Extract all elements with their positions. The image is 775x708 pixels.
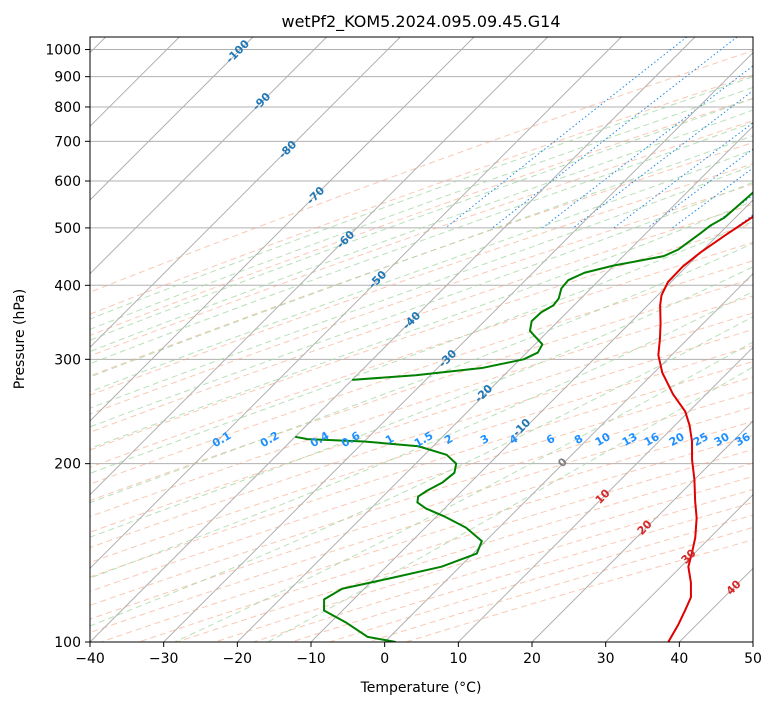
x-tick-label: −40 — [75, 651, 105, 667]
mixing-ratio-line — [492, 37, 738, 229]
isotherm-line — [752, 641, 753, 642]
moist-adiabat — [267, 366, 753, 642]
dry-adiabat — [90, 97, 753, 336]
dry-adiabat — [90, 278, 753, 502]
moist-adiabat — [90, 266, 753, 538]
plot-area: -100-90-80-70-60-50-40-30-20-100.1 0.2 0.4… — [90, 37, 753, 642]
mixing-ratio-label: 0.1 — [210, 429, 233, 450]
dry-adiabat — [90, 420, 753, 634]
moist-adiabat-label: 0 — [555, 455, 570, 470]
x-tick-label: 40 — [670, 651, 688, 667]
moist-adiabat — [90, 290, 753, 579]
mixing-ratio-line — [672, 167, 753, 229]
mixing-ratio-line — [542, 65, 753, 229]
dry-adiabat — [329, 514, 753, 642]
isotherm-line — [90, 37, 622, 570]
moist-adiabat-label: 20 — [635, 517, 655, 537]
mixing-ratio-label: 10 — [593, 430, 613, 449]
dry-adiabat — [90, 260, 753, 485]
isotherm-line — [90, 37, 401, 349]
moist-adiabat — [90, 242, 753, 504]
isotherm-line — [90, 37, 475, 422]
plot-frame — [89, 36, 754, 643]
y-tick-label: 800 — [54, 100, 81, 116]
moist-adiabat-label: 30 — [679, 546, 699, 566]
x-tick-label: 10 — [449, 651, 467, 667]
moist-adiabat — [90, 164, 753, 409]
mixing-ratio-label: 36 — [733, 430, 753, 449]
mixing-ratio-label: 8 — [572, 432, 585, 447]
y-tick-label: 300 — [54, 352, 81, 368]
isotherm-line — [90, 37, 549, 496]
chart-title: wetPf2_KOM5.2024.095.09.45.G14 — [281, 12, 560, 32]
mixing-ratio-label: 0.2 — [258, 429, 281, 450]
moist-adiabat — [90, 76, 753, 320]
dry-adiabat — [90, 360, 753, 578]
y-tick-label: 100 — [54, 635, 81, 651]
isotherm-line — [531, 420, 753, 642]
x-tick-label: −20 — [223, 651, 253, 667]
x-tick-label: 20 — [523, 651, 541, 667]
isotherm-line — [90, 37, 696, 642]
isotherm-line — [605, 493, 753, 642]
y-tick-label: 900 — [54, 70, 81, 86]
dry-adiabat — [90, 391, 753, 606]
x-tick-label: 0 — [380, 651, 389, 667]
dry-adiabat — [90, 50, 753, 293]
mixing-ratio-line — [572, 90, 753, 229]
isotherm-line — [457, 346, 753, 642]
x-tick-label: 30 — [597, 651, 615, 667]
dewpoint-profile-line — [352, 191, 753, 381]
mixing-ratio-label: 6 — [544, 432, 557, 447]
isotherm-line — [236, 125, 753, 642]
dry-adiabat — [90, 142, 753, 377]
dry-adiabat — [90, 74, 753, 315]
plot-clip-group — [90, 37, 753, 642]
mixing-ratio-line — [445, 37, 688, 229]
y-axis-label: Pressure (hPa) — [12, 289, 28, 389]
mixing-ratio-line — [734, 214, 753, 229]
moist-adiabat — [90, 316, 753, 627]
isotherm-line — [90, 37, 328, 275]
temperature-profile-line — [657, 215, 753, 642]
x-tick-label: −30 — [149, 651, 179, 667]
dry-adiabat — [90, 328, 753, 549]
dry-adiabat — [90, 312, 753, 533]
mixing-ratio-line — [613, 122, 753, 229]
mixing-ratio-label: 0.4 — [308, 429, 332, 450]
dry-adiabat — [100, 434, 753, 642]
mixing-ratio-label: 25 — [691, 430, 711, 449]
x-axis-label: Temperature (°C) — [360, 680, 482, 696]
y-tick-label: 600 — [54, 174, 81, 190]
x-tick-label: −10 — [296, 651, 326, 667]
moist-adiabat — [90, 181, 753, 428]
y-tick-label: 400 — [54, 278, 81, 294]
isotherm-label: -50 — [366, 268, 389, 291]
x-tick-label: 50 — [744, 651, 762, 667]
mixing-ratio-label: 20 — [667, 430, 687, 449]
moist-adiabat — [90, 86, 753, 330]
dewpoint-upper-profile-line — [295, 435, 483, 642]
dry-adiabat — [90, 223, 753, 451]
isotherm-line — [310, 199, 753, 642]
y-tick-label: 200 — [54, 457, 81, 473]
isotherm-line — [384, 272, 753, 642]
mixing-ratio-label: 3 — [478, 432, 491, 447]
isotherm-line — [90, 37, 254, 201]
moist-adiabat — [90, 200, 753, 449]
mixing-ratio-label: 16 — [642, 430, 662, 449]
dry-adiabat — [90, 163, 753, 396]
y-tick-label: 500 — [54, 221, 81, 237]
isotherm-label: -20 — [472, 382, 495, 405]
isotherm-line — [163, 51, 753, 642]
y-tick-label: 1000 — [45, 43, 81, 59]
moist-adiabat — [90, 97, 753, 341]
y-tick-label: 700 — [54, 134, 81, 150]
moist-adiabat-label: 10 — [593, 486, 613, 506]
